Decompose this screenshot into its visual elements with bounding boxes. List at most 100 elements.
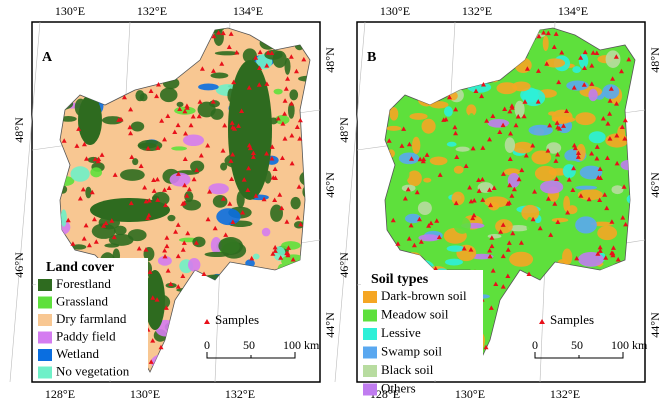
sample-point [541, 30, 547, 35]
sample-point [159, 118, 165, 123]
land-patch [429, 156, 448, 166]
land-patch [514, 100, 525, 118]
lat-label-right: 46°N [648, 172, 660, 198]
legend-swatch [38, 349, 52, 361]
sample-point [154, 176, 160, 182]
sample-point [530, 216, 536, 222]
lon-label-top: 132°E [462, 4, 492, 18]
sample-point [182, 182, 188, 188]
sample-point [129, 154, 135, 160]
sample-point [575, 150, 581, 156]
scale-bar [206, 352, 296, 359]
land-patch [159, 87, 178, 103]
land-patch [534, 165, 557, 182]
sample-point [194, 167, 200, 173]
legend-label: Grassland [56, 293, 108, 308]
land-patch [588, 88, 598, 102]
sample-point [146, 212, 152, 218]
sample-point [279, 155, 285, 160]
sample-point [162, 247, 168, 253]
sample-point [570, 187, 576, 192]
sample-point [406, 141, 412, 147]
land-patch [60, 116, 77, 122]
land-patch [412, 136, 421, 154]
sample-point [282, 111, 288, 116]
land-patch [504, 137, 516, 153]
legend-label: Black soil [381, 362, 434, 377]
sample-point [81, 141, 87, 147]
sample-point [77, 196, 83, 201]
sample-point [536, 33, 542, 39]
legend-title: Land cover [46, 260, 114, 275]
sample-point [473, 88, 479, 93]
sample-point [180, 247, 186, 252]
sample-point [418, 239, 424, 244]
sample-point [467, 185, 473, 190]
sample-point [414, 189, 420, 195]
map-panel: A 130°E 132°E 134°E 128°E 130°E 132°E 48°N 46°N 4… [9, 4, 337, 401]
sample-point [454, 154, 460, 160]
sample-point [181, 200, 187, 205]
land-patch [458, 157, 477, 171]
sample-point [285, 250, 291, 256]
sample-point [557, 126, 563, 131]
lon-label-top: 132°E [137, 4, 167, 18]
land-patch [252, 253, 260, 260]
sample-point [111, 234, 117, 240]
sample-point [234, 50, 240, 55]
sample-point [402, 196, 408, 201]
sample-point [253, 193, 259, 198]
sample-point [164, 243, 170, 249]
lon-label-bottom: 128°E [45, 387, 75, 401]
sample-point [554, 120, 560, 125]
sample-point [93, 239, 99, 244]
sample-point [597, 166, 603, 171]
sample-point [574, 255, 580, 261]
sample-point [582, 49, 588, 55]
sample-point [535, 68, 541, 73]
legend-label: Others [381, 380, 416, 395]
sample-point [83, 156, 89, 161]
land-patch [208, 183, 229, 195]
land-patch [560, 141, 573, 153]
sample-point [610, 245, 616, 250]
land-patch [446, 141, 457, 147]
sample-point [522, 99, 528, 104]
sample-point [154, 93, 160, 99]
sample-point [607, 98, 613, 103]
sample-point [283, 86, 289, 91]
sample-point [518, 240, 524, 245]
sample-point [524, 66, 530, 71]
sample-point [175, 171, 181, 176]
land-patch [157, 255, 172, 266]
land-patch [540, 180, 564, 194]
sample-point [295, 215, 301, 220]
lat-label-right: 48°N [323, 47, 337, 73]
land-patch [273, 246, 286, 261]
sample-point [556, 79, 562, 85]
sample-point [614, 132, 620, 138]
sample-point [223, 232, 229, 237]
sample-point [471, 212, 477, 218]
sample-point [553, 31, 559, 36]
sample-point [575, 154, 581, 159]
scale-label: 50 [571, 338, 583, 352]
land-patch [512, 81, 531, 92]
sample-point [177, 106, 183, 112]
sample-point [142, 185, 148, 190]
sample-point [86, 242, 92, 248]
sample-point [488, 305, 494, 310]
land-patch [551, 217, 569, 223]
land-patch [289, 89, 299, 101]
land-patch [577, 189, 603, 201]
land-patch [542, 35, 549, 51]
land-patch [470, 253, 494, 260]
land-patch [546, 142, 562, 154]
land-patch [104, 243, 120, 248]
lon-label-bottom: 130°E [455, 387, 485, 401]
sample-point [604, 155, 610, 160]
sample-point [594, 144, 600, 149]
sample-point [594, 50, 600, 56]
land-patch [578, 251, 604, 267]
sample-point [150, 338, 156, 343]
